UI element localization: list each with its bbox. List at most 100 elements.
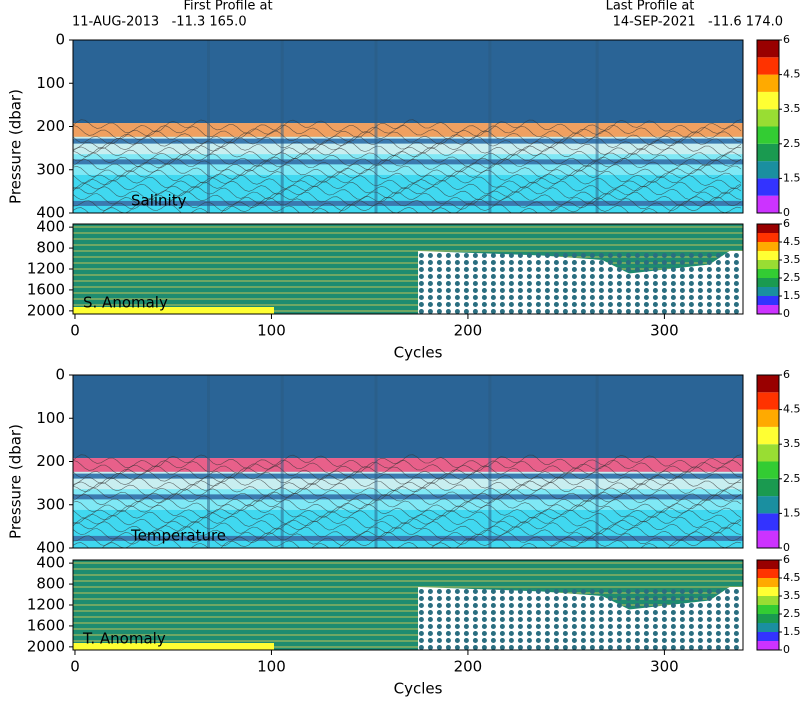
profile-dot [688, 281, 694, 286]
profile-dot [589, 617, 595, 622]
profile-dot [643, 309, 649, 314]
profile-dot [490, 260, 496, 265]
profile-dot [454, 309, 460, 314]
profile-dot [526, 610, 532, 615]
profile-dot [517, 624, 523, 629]
plot-area: Temperature [73, 375, 743, 548]
profile-dot [445, 302, 451, 307]
profile-dot [697, 631, 703, 636]
profile-dot [697, 295, 703, 300]
profile-dot [634, 610, 640, 615]
profile-dot [706, 274, 712, 279]
profile-dot [607, 281, 613, 286]
profile-dot [463, 288, 469, 293]
profile-dot [553, 589, 559, 594]
profile-dot [418, 596, 424, 601]
profile-dot [544, 638, 550, 643]
profile-dot [562, 603, 568, 608]
contour [73, 465, 742, 480]
y-tick-label: 400 [36, 539, 65, 557]
profile-column [374, 375, 378, 548]
profile-dot [562, 267, 568, 272]
profile-dot [670, 309, 676, 314]
profile-dot [724, 260, 730, 265]
profile-dot [418, 295, 424, 300]
colorbar-frame [756, 223, 780, 315]
colorbar-frame [756, 39, 780, 214]
profile-dot [616, 624, 622, 629]
profile-dot [508, 267, 514, 272]
profile-dot [634, 631, 640, 636]
profile-dot [517, 274, 523, 279]
y-tick-label: 400 [36, 218, 65, 236]
profile-dot [472, 589, 478, 594]
contour [73, 520, 742, 536]
colorbar-swatch [757, 496, 779, 514]
profile-dot [715, 295, 721, 300]
profile-dot [589, 274, 595, 279]
profile-dot [454, 617, 460, 622]
profile-dot [625, 253, 631, 258]
profile-dot [616, 267, 622, 272]
profile-dot [733, 295, 739, 300]
profile-dot [625, 603, 631, 608]
colorbar-tick-label: 1.5 [783, 171, 800, 184]
x-tick-label: 200 [454, 658, 483, 676]
profile-dot [535, 274, 541, 279]
profile-dot [598, 288, 604, 293]
profile-dot [634, 274, 640, 279]
profile-dot [607, 309, 613, 314]
x-tick-label: 100 [257, 658, 286, 676]
profile-dot [553, 631, 559, 636]
profile-column [207, 40, 210, 213]
profile-dot [553, 309, 559, 314]
profile-dot [661, 295, 667, 300]
contour [73, 119, 742, 134]
profile-dot [715, 638, 721, 643]
profile-dot [724, 302, 730, 307]
profile-dot [517, 295, 523, 300]
profile-dot [697, 603, 703, 608]
profile-dot [508, 617, 514, 622]
profile-dot [661, 288, 667, 293]
profile-dot [607, 624, 613, 629]
profile-dot [616, 617, 622, 622]
profile-dot [445, 253, 451, 258]
contour [73, 493, 742, 508]
profile-dot [733, 631, 739, 636]
profile-dot [499, 267, 505, 272]
profile-dot [454, 267, 460, 272]
profile-dot [526, 267, 532, 272]
profile-dot [481, 309, 487, 314]
profile-dot [670, 596, 676, 601]
profile-dot [634, 253, 640, 258]
empty-region [418, 587, 743, 650]
profile-dot [427, 253, 433, 258]
profile-dot [445, 309, 451, 314]
profile-dot [607, 596, 613, 601]
upper-layer [73, 375, 743, 459]
profile-dot [463, 603, 469, 608]
profile-dot [472, 631, 478, 636]
profile-dot [733, 610, 739, 615]
profile-dot [715, 631, 721, 636]
profile-dot [652, 603, 658, 608]
profile-dot [697, 260, 703, 265]
profile-dot [436, 610, 442, 615]
profile-dot [535, 260, 541, 265]
profile-dot [427, 281, 433, 286]
profile-dot [688, 631, 694, 636]
profile-dot [580, 274, 586, 279]
profile-dot [724, 295, 730, 300]
profile-dot [625, 596, 631, 601]
profile-dot [526, 596, 532, 601]
profile-dot [733, 638, 739, 643]
profile-dot [481, 274, 487, 279]
profile-dot [715, 624, 721, 629]
profile-dot [733, 302, 739, 307]
profile-dot [670, 288, 676, 293]
colorbar-tick-label: 2.5 [783, 271, 800, 284]
profile-dot [517, 288, 523, 293]
profile-dot [571, 610, 577, 615]
profile-dot [499, 631, 505, 636]
